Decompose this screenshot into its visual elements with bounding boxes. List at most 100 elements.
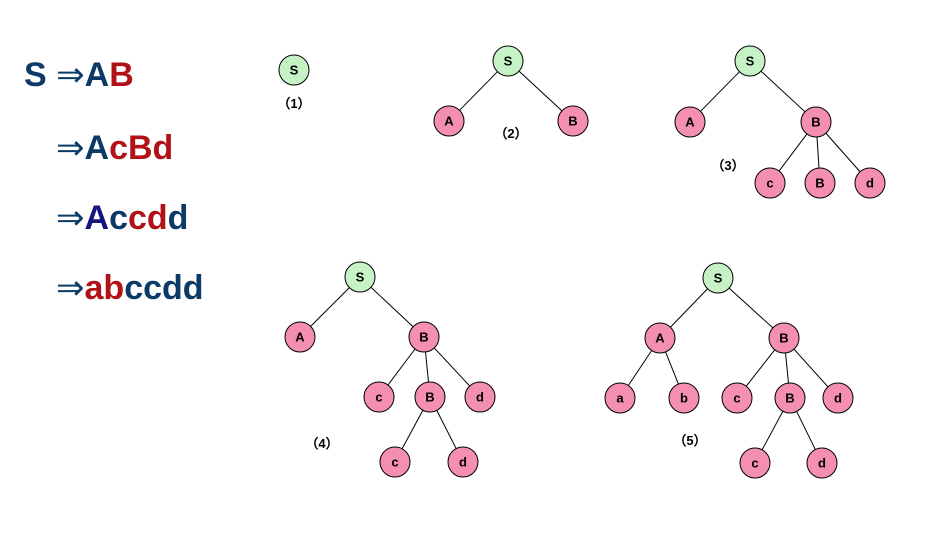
derivation-symbols: cBd <box>109 129 174 167</box>
tree-node: A <box>674 106 706 138</box>
node-circle <box>668 382 700 414</box>
tree-root-node: S <box>278 54 310 86</box>
node-circle <box>557 105 589 137</box>
node-label: S <box>356 270 365 285</box>
tree-node: d <box>822 382 854 414</box>
tree-edge <box>436 410 457 449</box>
tree-edge <box>459 71 498 111</box>
tree-root-node: S <box>344 261 376 293</box>
node-circle <box>408 321 440 353</box>
tree-root-node: S <box>734 45 766 77</box>
tree-node: c <box>721 382 753 414</box>
node-label: A <box>444 114 454 129</box>
derivation-line-1: S ⇒AB <box>24 58 134 92</box>
tree-edge <box>627 350 653 386</box>
derivation-symbols: S <box>24 56 57 94</box>
derivation-symbols: B <box>109 56 134 94</box>
node-circle <box>344 261 376 293</box>
tree-edge <box>433 347 471 387</box>
node-label: c <box>391 455 398 470</box>
derivation-symbols: A <box>84 129 110 167</box>
tree-root-node: S <box>492 45 524 77</box>
tree-node: c <box>739 447 771 479</box>
tree-edge <box>387 348 416 386</box>
derivation-symbols: cd <box>127 199 168 237</box>
derivation-line-2: ⇒AcBd <box>56 131 173 165</box>
tree-edge <box>778 133 808 172</box>
tree-node: c <box>379 446 411 478</box>
tree-node: B <box>800 106 832 138</box>
node-circle <box>822 382 854 414</box>
tree-node: c <box>363 381 395 413</box>
derivation-symbols: A <box>84 56 110 94</box>
tree-edge <box>401 409 424 450</box>
node-label: d <box>834 391 842 406</box>
node-label: a <box>616 391 624 406</box>
node-label: d <box>476 390 484 405</box>
node-circle <box>674 106 706 138</box>
node-label: d <box>866 176 874 191</box>
derivation-symbols: c <box>109 199 128 237</box>
node-circle <box>604 382 636 414</box>
derivation-symbols: d <box>167 199 189 237</box>
node-label: S <box>290 63 299 78</box>
node-circle <box>644 322 676 354</box>
tree-node: c <box>754 167 786 199</box>
node-label: A <box>655 331 665 346</box>
node-circle <box>854 167 886 199</box>
node-label: A <box>295 330 305 345</box>
derivation-line-3: ⇒Accdd <box>56 201 188 235</box>
node-label: c <box>733 391 740 406</box>
tree-node: B <box>804 167 836 199</box>
tree-caption: （1） <box>277 96 310 111</box>
node-circle <box>702 262 734 294</box>
tree-edge <box>796 411 816 450</box>
node-circle <box>363 381 395 413</box>
tree-root-node: S <box>702 262 734 294</box>
node-label: c <box>375 390 382 405</box>
node-label: S <box>504 54 513 69</box>
node-circle <box>379 446 411 478</box>
derivation-symbols: ccdd <box>124 269 204 307</box>
derivation-symbols: ab <box>84 269 125 307</box>
tree-edge <box>784 352 790 384</box>
tree-node: d <box>806 447 838 479</box>
node-label: B <box>568 114 577 129</box>
derivation-line-4: ⇒abccdd <box>56 271 204 305</box>
tree-node: B <box>557 105 589 137</box>
tree-caption: （5） <box>673 433 706 448</box>
node-label: c <box>766 176 773 191</box>
tree-node: A <box>433 105 465 137</box>
tree-edge <box>424 351 430 383</box>
node-circle <box>768 322 800 354</box>
node-circle <box>492 45 524 77</box>
node-label: c <box>751 456 758 471</box>
parse-tree-1: S （1） <box>277 54 311 111</box>
tree-caption: （3） <box>711 158 744 173</box>
node-label: B <box>815 176 824 191</box>
tree-edge <box>665 351 679 385</box>
derives-arrow: ⇒ <box>56 56 85 94</box>
parse-tree-2: S A B （2） <box>433 45 589 141</box>
node-label: B <box>811 115 820 130</box>
node-label: S <box>714 271 723 286</box>
tree-edge <box>370 286 414 328</box>
tree-node: a <box>604 382 636 414</box>
tree-edge <box>816 136 820 169</box>
node-label: B <box>779 331 788 346</box>
tree-node: d <box>854 167 886 199</box>
tree-edge <box>761 410 784 451</box>
tree-caption: （4） <box>305 436 338 451</box>
tree-node: B <box>768 322 800 354</box>
node-circle <box>734 45 766 77</box>
tree-edge <box>518 70 563 112</box>
node-circle <box>721 382 753 414</box>
node-circle <box>278 54 310 86</box>
node-label: B <box>425 390 434 405</box>
tree-edge <box>670 288 708 328</box>
tree-edge <box>310 287 350 327</box>
node-circle <box>464 381 496 413</box>
node-circle <box>754 167 786 199</box>
tree-node: b <box>668 382 700 414</box>
